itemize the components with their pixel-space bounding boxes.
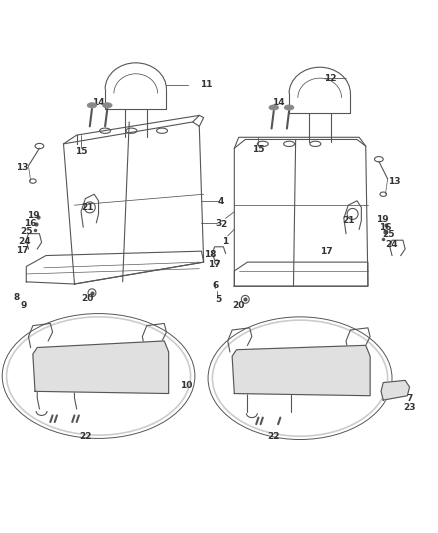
Text: 9: 9 — [21, 302, 27, 310]
Text: 1: 1 — [223, 237, 229, 246]
Text: 6: 6 — [213, 281, 219, 290]
Ellipse shape — [102, 103, 112, 108]
Text: 4: 4 — [218, 197, 224, 206]
Text: 22: 22 — [79, 432, 92, 441]
Text: 8: 8 — [14, 293, 20, 302]
Text: 13: 13 — [388, 176, 400, 185]
Text: 20: 20 — [233, 302, 245, 310]
Text: 24: 24 — [386, 240, 398, 249]
Polygon shape — [33, 341, 169, 393]
Text: 14: 14 — [92, 98, 105, 107]
Ellipse shape — [284, 105, 294, 110]
Ellipse shape — [269, 105, 279, 110]
Text: 2: 2 — [220, 220, 226, 229]
Text: 15: 15 — [75, 147, 87, 156]
Text: 13: 13 — [16, 164, 28, 173]
Text: 19: 19 — [27, 211, 39, 220]
Text: 16: 16 — [379, 223, 392, 231]
Text: 23: 23 — [403, 403, 416, 412]
Text: 17: 17 — [16, 246, 28, 255]
Text: 16: 16 — [24, 219, 36, 228]
Text: 11: 11 — [200, 80, 212, 89]
Text: 24: 24 — [18, 237, 30, 246]
Text: 22: 22 — [268, 432, 280, 441]
Text: 15: 15 — [252, 144, 265, 154]
Polygon shape — [232, 345, 370, 395]
Text: 10: 10 — [180, 381, 192, 390]
Text: 3: 3 — [216, 219, 222, 228]
Text: 21: 21 — [81, 203, 94, 212]
Text: 17: 17 — [208, 260, 221, 269]
Text: 5: 5 — [215, 295, 221, 304]
Text: 12: 12 — [325, 74, 337, 83]
Text: 17: 17 — [320, 247, 332, 256]
Ellipse shape — [87, 103, 97, 108]
Text: 21: 21 — [342, 216, 354, 225]
Polygon shape — [381, 381, 410, 400]
Text: 25: 25 — [20, 227, 32, 236]
Text: 14: 14 — [272, 98, 284, 107]
Text: 7: 7 — [406, 394, 413, 403]
Text: 25: 25 — [383, 230, 395, 239]
Text: 19: 19 — [376, 215, 388, 224]
Text: 18: 18 — [204, 250, 216, 259]
Text: 20: 20 — [81, 294, 94, 303]
